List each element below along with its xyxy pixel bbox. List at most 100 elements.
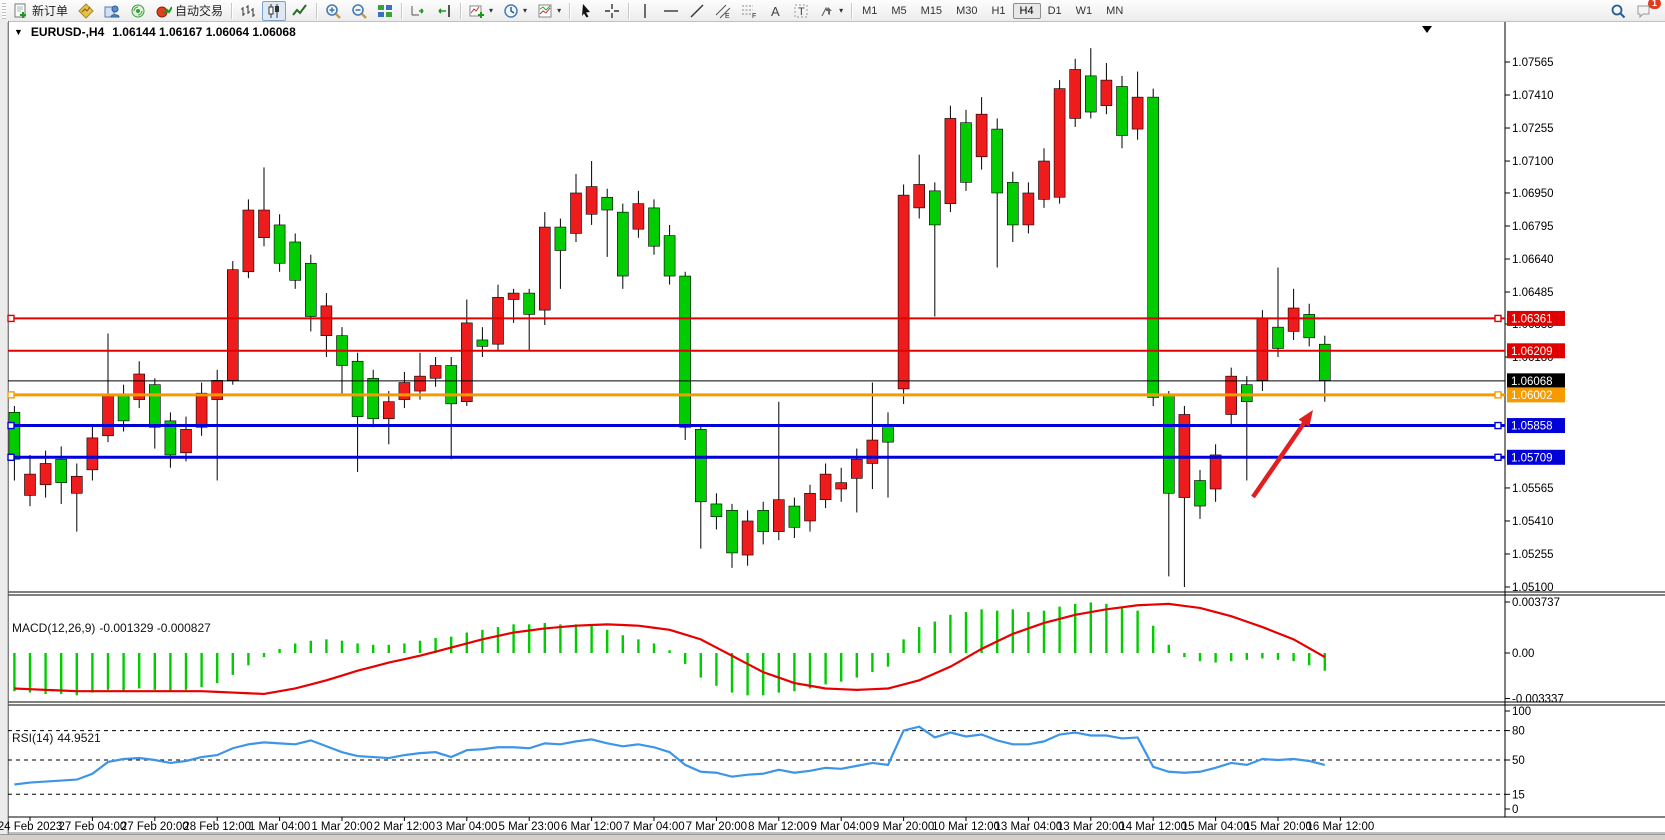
svg-text:0.00: 0.00 <box>1512 648 1534 660</box>
bear-candle <box>1319 343 1331 381</box>
candlestick-icon[interactable] <box>262 0 287 21</box>
line-anchor-handle[interactable] <box>1494 314 1502 323</box>
bull-candle <box>944 118 957 204</box>
tile-windows-icon[interactable] <box>373 1 397 21</box>
bear-candle <box>1303 314 1315 339</box>
time-label: 13 Mar 04:00 <box>995 821 1063 833</box>
horizontal-line-icon[interactable] <box>659 1 683 21</box>
line-anchor-handle[interactable] <box>1494 391 1502 399</box>
macd-pane[interactable]: 0.003737 0.00 -0.003337 <box>13 597 1564 706</box>
collapse-arrow-icon[interactable]: ▼ <box>14 27 23 37</box>
line-anchor-handle[interactable] <box>7 421 15 430</box>
chart-window[interactable]: 1.07565 1.07410 1.07255 1.07100 1.06950 1.067… <box>0 21 1665 834</box>
bear-candle <box>726 510 738 554</box>
dropdown-caret-icon[interactable]: ▾ <box>839 6 844 15</box>
price-tag-1.05709 <box>1507 449 1565 465</box>
chart-shift-icon[interactable] <box>432 1 456 21</box>
bull-candle <box>180 429 192 454</box>
bull-candle <box>913 184 926 209</box>
svg-text:1.06485: 1.06485 <box>1512 287 1554 299</box>
line-chart-icon[interactable] <box>288 1 312 21</box>
price-axis[interactable]: 1.07565 1.07410 1.07255 1.07100 1.06950 1.067… <box>1505 57 1565 594</box>
trendline-glyph <box>690 4 704 17</box>
chart-canvas[interactable]: 1.07565 1.07410 1.07255 1.07100 1.06950 1.067… <box>0 21 1665 834</box>
bear-candle <box>1194 480 1206 507</box>
trendline-icon[interactable] <box>685 1 709 21</box>
crosshair-glyph <box>605 3 620 18</box>
crosshair-icon[interactable] <box>600 1 624 21</box>
bull-candle <box>819 473 832 500</box>
timeframe-m5-button[interactable]: M5 <box>891 4 907 17</box>
bull-candle <box>24 473 36 496</box>
bull-candle <box>1287 307 1300 332</box>
dropdown-caret-icon[interactable]: ▾ <box>489 6 494 15</box>
labelT-glyph: T <box>794 4 808 18</box>
timeframe-m1-button[interactable]: M1 <box>862 4 878 17</box>
bull-candle <box>570 192 582 234</box>
timeframe-h1-button[interactable]: H1 <box>991 4 1006 17</box>
rsi-pane[interactable]: 100 80 50 15 0 <box>8 706 1531 816</box>
line-anchor-handle[interactable] <box>7 314 15 323</box>
macd-signal-line <box>14 602 1326 696</box>
neworder-glyph <box>14 3 26 18</box>
fibonacci-icon[interactable]: F <box>737 1 761 21</box>
zoom-in-icon[interactable] <box>321 1 345 21</box>
chart-shift-marker[interactable] <box>1422 26 1432 33</box>
svg-text:-0.003337: -0.003337 <box>1512 694 1564 706</box>
new-chart-icon[interactable] <box>74 1 98 21</box>
toolbar-separator <box>628 2 630 19</box>
linechart-glyph <box>292 3 307 16</box>
svg-text:15: 15 <box>1512 789 1525 801</box>
notifications-button[interactable]: 1 <box>1632 0 1661 21</box>
horizontal-line-objects[interactable] <box>7 314 1505 461</box>
auto-scroll-icon[interactable] <box>406 1 430 21</box>
bull-candle <box>975 113 988 158</box>
profiles-icon[interactable] <box>100 1 124 21</box>
search-button[interactable] <box>1606 1 1630 21</box>
dropdown-caret-icon[interactable]: ▾ <box>557 6 562 15</box>
svg-text:1.05255: 1.05255 <box>1512 549 1554 561</box>
timeframe-m30-button[interactable]: M30 <box>956 4 978 17</box>
line-anchor-handle[interactable] <box>7 453 15 461</box>
timeframe-mn-button[interactable]: MN <box>1106 4 1124 17</box>
timeframe-m15-button[interactable]: M15 <box>920 4 943 17</box>
autotrading-button[interactable]: 自动交易 <box>152 0 227 21</box>
svg-text:100: 100 <box>1512 706 1531 718</box>
bull-candle <box>382 401 395 420</box>
signals-icon[interactable] <box>126 1 150 21</box>
cursor-glyph <box>582 3 591 17</box>
zoom-out-icon[interactable] <box>347 1 371 21</box>
timeframe-h4-button[interactable]: H4 <box>1012 2 1041 19</box>
timeframe-w1-button[interactable]: W1 <box>1075 4 1093 17</box>
time-label: 1 Mar 20:00 <box>311 821 372 833</box>
line-anchor-handle[interactable] <box>7 391 15 399</box>
timeframe-d1-button[interactable]: D1 <box>1047 4 1062 17</box>
bull-candle <box>507 292 520 300</box>
templates-icon[interactable]: ▾ <box>533 1 565 21</box>
bull-candle <box>741 520 754 556</box>
bear-candle <box>788 505 801 528</box>
price-tag-1.06361 <box>1507 310 1565 326</box>
notification-badge: 1 <box>1647 0 1661 9</box>
dropdown-caret-icon[interactable]: ▾ <box>523 6 528 15</box>
periods-icon[interactable]: ▾ <box>499 1 531 21</box>
svg-text:1.06640: 1.06640 <box>1512 254 1554 266</box>
text-icon[interactable]: A <box>763 1 787 21</box>
bull-candle <box>133 373 145 400</box>
svg-text:F: F <box>752 13 756 19</box>
line-anchor-handle[interactable] <box>1494 453 1502 461</box>
indicators-icon[interactable]: ▾ <box>465 1 497 21</box>
line-anchor-handle[interactable] <box>1494 421 1502 430</box>
arrow-annotation[interactable] <box>1251 410 1313 499</box>
bar-chart-icon[interactable] <box>236 1 260 21</box>
svg-text:1.05858: 1.05858 <box>1511 421 1553 433</box>
new-order-button[interactable]: 新订单 <box>9 0 72 21</box>
cursor-icon[interactable] <box>574 1 598 21</box>
arrows-icon[interactable]: ▾ <box>815 1 847 21</box>
equidistant-channel-icon[interactable]: E <box>711 1 735 21</box>
bear-candle <box>882 424 894 443</box>
bull-candle <box>1022 192 1035 226</box>
text-label-icon[interactable]: T <box>789 1 813 21</box>
vertical-line-icon[interactable] <box>633 1 657 21</box>
